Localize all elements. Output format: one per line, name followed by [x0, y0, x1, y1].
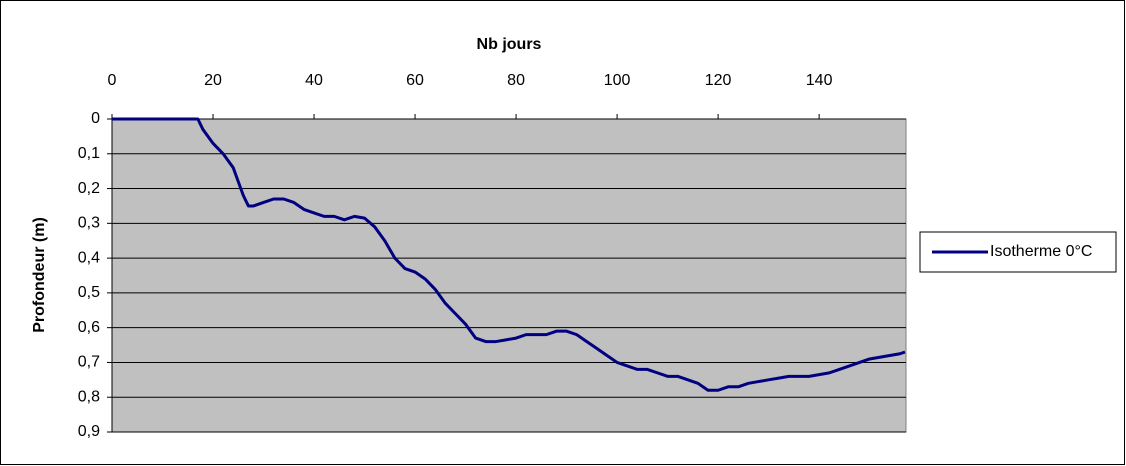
y-tick-label: 0,8 [78, 388, 100, 405]
y-tick-label: 0,9 [78, 423, 100, 440]
x-axis-title: Nb jours [477, 36, 542, 53]
y-tick-label: 0,7 [78, 354, 100, 371]
y-tick-label: 0,6 [78, 319, 100, 336]
x-tick-label: 120 [705, 72, 732, 89]
x-tick-label: 60 [406, 72, 424, 89]
line-series [112, 117, 906, 392]
x-tick-label: 40 [305, 72, 323, 89]
y-tick-label: 0,4 [78, 249, 100, 266]
x-tick-label: 80 [507, 72, 525, 89]
y-axis-title: Profondeur (m) [31, 217, 48, 333]
legend-label: Isotherme 0°C [990, 243, 1092, 260]
y-tick-label: 0,3 [78, 215, 100, 232]
x-tick-label: 0 [108, 72, 117, 89]
y-tick-label: 0 [91, 110, 100, 127]
x-tick-label: 20 [204, 72, 222, 89]
x-tick-label: 140 [806, 72, 833, 89]
y-tick-label: 0,1 [78, 145, 100, 162]
y-tick-label: 0,5 [78, 284, 100, 301]
y-tick-label: 0,2 [78, 180, 100, 197]
x-tick-label: 100 [604, 72, 631, 89]
